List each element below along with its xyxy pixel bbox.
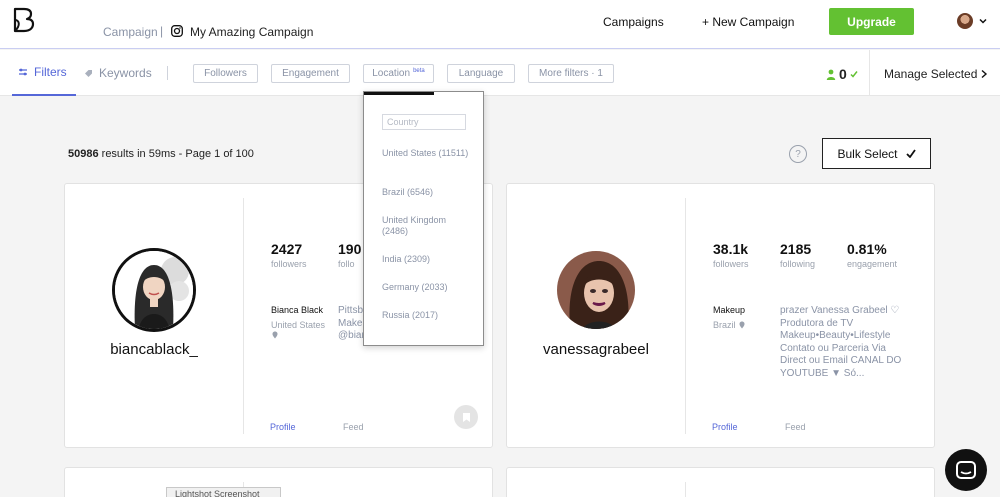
location-option[interactable]: Russia (2017)	[382, 310, 439, 320]
location-pin-icon	[272, 331, 278, 339]
beta-badge: beta	[413, 67, 425, 74]
stat-value: 2427	[271, 241, 303, 257]
help-button[interactable]: ?	[789, 145, 807, 163]
top-header: Campaign | My Amazing Campaign Campaigns…	[0, 0, 1000, 49]
check-icon	[905, 149, 916, 158]
stat-value: 0.81%	[847, 241, 887, 257]
campaign-name: My Amazing Campaign	[190, 25, 314, 39]
influencer-card[interactable]	[506, 467, 935, 497]
breadcrumb-separator: |	[160, 24, 164, 38]
divider	[167, 66, 168, 80]
user-avatar[interactable]	[957, 13, 973, 29]
tab-keywords-label: Keywords	[99, 66, 152, 80]
selected-count-value: 0	[839, 66, 847, 82]
stat-value: 2185	[780, 241, 812, 257]
avatar-illustration-icon	[115, 251, 193, 329]
filter-bar: Filters Keywords Followers Engagement Lo…	[0, 50, 1000, 96]
nav-campaigns-link[interactable]: Campaigns	[603, 15, 664, 29]
stat-label: follo	[338, 259, 355, 269]
card-location: Brazil	[713, 320, 745, 330]
bookmark-button[interactable]	[454, 405, 478, 429]
location-option[interactable]: United Kingdom (2486)	[382, 215, 447, 236]
pill-label: Engagement	[282, 68, 339, 79]
results-summary: 50986 results in 59ms - Page 1 of 100	[68, 148, 254, 160]
feed-link[interactable]: Feed	[785, 422, 806, 432]
profile-link[interactable]: Profile	[712, 422, 738, 432]
card-bio: Pittsb Make @bian	[338, 305, 368, 341]
results-summary-text: results in 59ms - Page 1 of 100	[98, 148, 254, 160]
avatar-photo-icon	[557, 251, 635, 329]
tab-filters[interactable]: Filters	[12, 50, 76, 96]
tab-keywords[interactable]: Keywords	[84, 50, 152, 96]
location-option[interactable]: India (2309)	[382, 254, 431, 264]
card-handle[interactable]: vanessagrabeel	[543, 341, 649, 358]
engagement-filter-button[interactable]: Engagement	[271, 64, 350, 83]
stat-engagement: 0.81% engagement	[847, 241, 897, 269]
location-option[interactable]: United States (11511)	[382, 148, 469, 158]
avatar[interactable]	[112, 248, 196, 332]
bookmark-icon	[462, 412, 470, 422]
stat-followers: 38.1k followers	[713, 241, 749, 269]
brand-logo-icon[interactable]	[11, 7, 35, 33]
chat-icon	[956, 461, 976, 479]
chevron-down-icon[interactable]	[978, 16, 988, 26]
chevron-right-icon[interactable]	[980, 69, 988, 79]
pill-label: Language	[458, 68, 504, 79]
card-location: United States	[271, 320, 325, 330]
card-category: Makeup	[713, 305, 746, 315]
results-count: 50986	[68, 148, 99, 160]
divider	[243, 198, 244, 434]
stat-following: 190 follo	[338, 241, 361, 269]
instagram-icon	[171, 25, 183, 37]
new-campaign-link[interactable]: + New Campaign	[702, 15, 795, 29]
manage-selected-button[interactable]: Manage Selected	[884, 67, 978, 81]
more-filters-button[interactable]: More filters · 1	[528, 64, 614, 83]
bulk-select-button[interactable]: Bulk Select	[822, 138, 931, 169]
bulk-select-label: Bulk Select	[837, 146, 898, 161]
country-search-input[interactable]	[382, 114, 466, 130]
stat-label: following	[780, 259, 816, 269]
pill-label: Followers	[204, 68, 247, 79]
dropdown-indicator	[364, 92, 434, 95]
person-icon	[826, 69, 836, 80]
breadcrumb-campaign-link[interactable]: Campaign	[103, 25, 158, 39]
language-filter-button[interactable]: Language	[447, 64, 515, 83]
location-pin-icon	[739, 321, 745, 329]
influencer-card[interactable]: vanessagrabeel 38.1k followers 2185 foll…	[506, 183, 935, 448]
tab-filters-label: Filters	[34, 65, 67, 79]
card-bio: prazer Vanessa Grabeel ♡ Produtora de TV…	[780, 305, 902, 379]
card-location-text: Brazil	[713, 320, 736, 330]
location-dropdown: United States (11511) Brazil (6546) Unit…	[363, 91, 484, 346]
stat-label: engagement	[847, 259, 898, 269]
stat-following: 2185 following	[780, 241, 815, 269]
followers-filter-button[interactable]: Followers	[193, 64, 258, 83]
card-category: Bianca Black	[271, 305, 324, 315]
location-filter-button[interactable]: Location beta	[363, 64, 434, 83]
sliders-icon	[19, 68, 27, 76]
stat-label: followers	[713, 259, 749, 269]
divider	[869, 50, 870, 96]
tooltip: Lightshot Screenshot	[166, 487, 281, 497]
feed-link[interactable]: Feed	[343, 422, 364, 432]
stat-label: followers	[271, 259, 307, 269]
stat-value: 190	[338, 241, 362, 257]
avatar[interactable]	[554, 248, 638, 332]
stat-followers: 2427 followers	[271, 241, 307, 269]
pill-label: More filters · 1	[539, 68, 603, 79]
check-icon	[850, 71, 858, 78]
location-option[interactable]: Germany (2033)	[382, 282, 448, 292]
selected-count: 0	[826, 66, 858, 82]
pill-label: Location	[372, 68, 411, 79]
profile-link[interactable]: Profile	[270, 422, 296, 432]
card-handle[interactable]: biancablack_	[110, 341, 198, 358]
upgrade-button[interactable]: Upgrade	[829, 8, 914, 35]
stat-value: 38.1k	[713, 241, 749, 257]
divider	[685, 198, 686, 434]
chat-launcher-button[interactable]	[945, 449, 987, 491]
location-option[interactable]: Brazil (6546)	[382, 187, 434, 197]
tag-icon	[85, 69, 92, 77]
card-location-text: United States	[271, 320, 326, 330]
divider	[685, 482, 686, 497]
